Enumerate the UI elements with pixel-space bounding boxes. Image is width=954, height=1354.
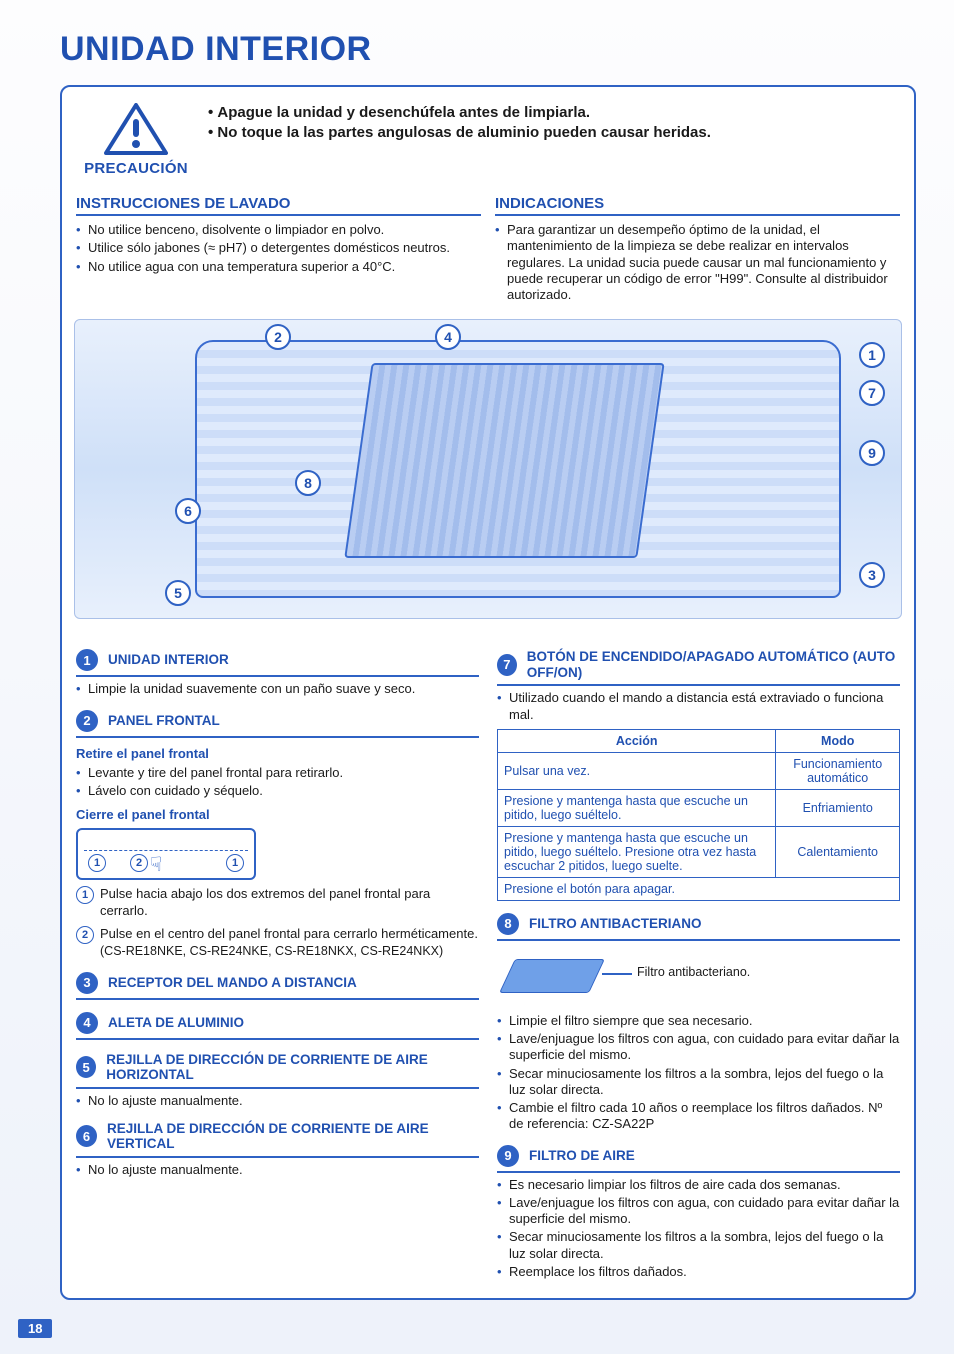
left-column: 1 UNIDAD INTERIOR Limpie la unidad suave… [76,637,479,1282]
caution-label: PRECAUCIÓN [76,160,196,177]
section-number: 4 [76,1012,98,1034]
list-item: No lo ajuste manualmente. [76,1162,479,1178]
list-item: Limpie la unidad suavemente con un paño … [76,681,479,697]
section-number: 2 [76,710,98,732]
sub-remove-panel: Retire el panel frontal [76,746,479,761]
callout-9: 9 [859,440,885,466]
list-item: Reemplace los filtros dañados. [497,1264,900,1280]
callout-7: 7 [859,380,885,406]
indications-text: Para garantizar un desempeño óptimo de l… [495,222,900,303]
warning-icon [104,103,168,155]
sub-close-panel: Cierre el panel frontal [76,807,479,822]
indications-heading: INDICACIONES [495,195,900,216]
th-mode: Modo [776,729,900,752]
list-item: Lávelo con cuidado y séquelo. [76,783,479,799]
page-number: 18 [18,1319,52,1338]
wash-item: No utilice benceno, disolvente o limpiad… [76,222,481,238]
section-1-head: 1 UNIDAD INTERIOR [76,645,479,677]
filter-illustration: Filtro antibacteriano. [497,949,900,1005]
step-item: 1 Pulse hacia abajo los dos extremos del… [76,886,479,920]
wash-instructions: INSTRUCCIONES DE LAVADO No utilice bence… [76,195,481,305]
step-number: 1 [76,886,94,904]
th-action: Acción [498,729,776,752]
section-4-head: 4 ALETA DE ALUMINIO [76,1008,479,1040]
section-title: REJILLA DE DIRECCIÓN DE CORRIENTE DE AIR… [106,1052,479,1083]
unit-diagram: 2 4 1 7 9 3 8 6 5 [74,319,902,619]
wash-item: No utilice agua con una temperatura supe… [76,259,481,275]
model-note: (CS-RE18NKE, CS-RE24NKE, CS-RE18NKX, CS-… [100,944,443,958]
section-8-head: 8 FILTRO ANTIBACTERIANO [497,909,900,941]
list-item: Limpie el filtro siempre que sea necesar… [497,1013,900,1029]
step-text: Pulse hacia abajo los dos extremos del p… [100,886,430,918]
mini-callout: 2 [130,854,148,872]
section-number: 1 [76,649,98,671]
section-title: UNIDAD INTERIOR [108,652,229,668]
table-cell: Calentamiento [776,826,900,877]
caution-text: Apague la unidad y desenchúfela antes de… [208,103,711,144]
step-number: 2 [76,926,94,944]
table-cell: Funcionamiento automático [776,752,900,789]
section-2-head: 2 PANEL FRONTAL [76,706,479,738]
table-cell: Pulsar una vez. [498,752,776,789]
list-item: No lo ajuste manualmente. [76,1093,479,1109]
close-panel-illustration: 1 2 1 ☟ [76,828,256,880]
section-number: 9 [497,1145,519,1167]
section-title: FILTRO DE AIRE [529,1148,635,1164]
caution-item: Apague la unidad y desenchúfela antes de… [208,103,711,123]
section-7-head: 7 BOTÓN DE ENCENDIDO/APAGADO AUTOMÁTICO … [497,645,900,686]
table-cell: Enfriamiento [776,789,900,826]
mini-callout: 1 [226,854,244,872]
caution-item: No toque la las partes angulosas de alum… [208,123,711,143]
list-item: Cambie el filtro cada 10 años o reemplac… [497,1100,900,1133]
caution-block: PRECAUCIÓN Apague la unidad y desenchúfe… [72,97,904,189]
section-number: 3 [76,972,98,994]
callout-5: 5 [165,580,191,606]
list-item: Utilizado cuando el mando a distancia es… [497,690,900,723]
hand-icon: ☟ [150,852,162,877]
list-item: Es necesario limpiar los filtros de aire… [497,1177,900,1193]
content-frame: PRECAUCIÓN Apague la unidad y desenchúfe… [60,85,916,1300]
step-text: Pulse en el centro del panel frontal par… [100,926,478,941]
filter-label: Filtro antibacteriano. [637,965,750,979]
section-number: 5 [76,1056,96,1078]
section-title: ALETA DE ALUMINIO [108,1015,244,1031]
list-item: Secar minuciosamente los filtros a la so… [497,1066,900,1099]
list-item: Lave/enjuague los filtros con agua, con … [497,1195,900,1228]
section-title: FILTRO ANTIBACTERIANO [529,916,701,932]
table-cell: Presione y mantenga hasta que escuche un… [498,789,776,826]
step-item: 2 Pulse en el centro del panel frontal p… [76,926,479,960]
section-title: RECEPTOR DEL MANDO A DISTANCIA [108,975,357,991]
indications: INDICACIONES Para garantizar un desempeñ… [495,195,900,305]
callout-1: 1 [859,342,885,368]
wash-heading: INSTRUCCIONES DE LAVADO [76,195,481,216]
section-number: 8 [497,913,519,935]
section-title: REJILLA DE DIRECCIÓN DE CORRIENTE DE AIR… [107,1121,479,1152]
table-cell: Presione y mantenga hasta que escuche un… [498,826,776,877]
right-column: 7 BOTÓN DE ENCENDIDO/APAGADO AUTOMÁTICO … [497,637,900,1282]
section-title: BOTÓN DE ENCENDIDO/APAGADO AUTOMÁTICO (A… [527,649,900,680]
section-3-head: 3 RECEPTOR DEL MANDO A DISTANCIA [76,968,479,1000]
mode-table: Acción Modo Pulsar una vez. Funcionamien… [497,729,900,901]
unit-illustration [195,340,841,598]
section-9-head: 9 FILTRO DE AIRE [497,1141,900,1173]
page-title: UNIDAD INTERIOR [60,30,916,69]
list-item: Levante y tire del panel frontal para re… [76,765,479,781]
section-5-head: 5 REJILLA DE DIRECCIÓN DE CORRIENTE DE A… [76,1048,479,1089]
list-item: Lave/enjuague los filtros con agua, con … [497,1031,900,1064]
list-item: Secar minuciosamente los filtros a la so… [497,1229,900,1262]
section-number: 7 [497,654,517,676]
section-6-head: 6 REJILLA DE DIRECCIÓN DE CORRIENTE DE A… [76,1117,479,1158]
wash-item: Utilice sólo jabones (≈ pH7) o detergent… [76,240,481,256]
section-title: PANEL FRONTAL [108,713,220,729]
mini-callout: 1 [88,854,106,872]
section-number: 6 [76,1125,97,1147]
table-cell: Presione el botón para apagar. [498,877,900,900]
callout-3: 3 [859,562,885,588]
